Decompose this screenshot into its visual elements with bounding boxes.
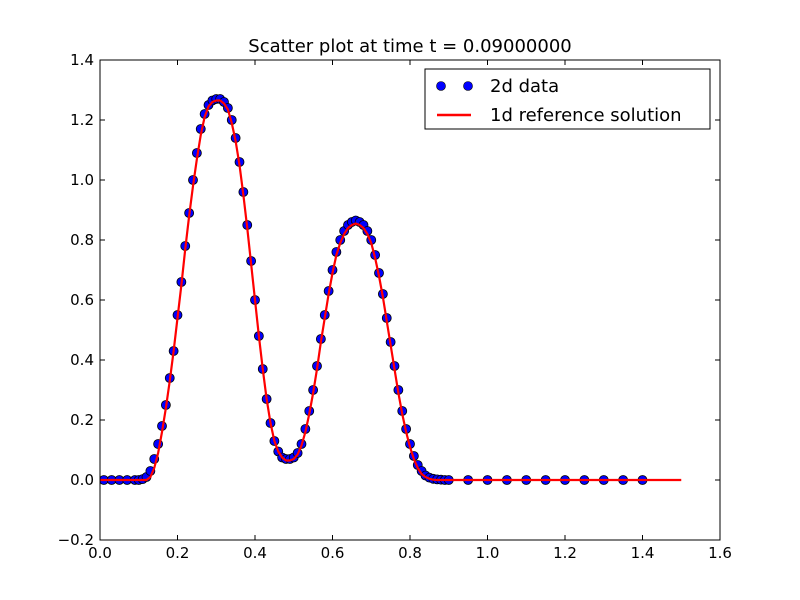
legend: 2d data 1d reference solution (424, 68, 711, 130)
x-tick-label: 1.6 (708, 544, 732, 562)
legend-label-1d-reference: 1d reference solution (490, 105, 682, 126)
plot-area (100, 94, 682, 485)
y-tick-label: −0.2 (58, 531, 94, 549)
x-tick-label: 1.4 (631, 544, 655, 562)
axis-ticks: 0.0 0.2 0.4 0.6 0.8 1.0 1.2 1.4 1.6−0.20.00.20.4… (58, 51, 732, 562)
x-tick-label: 0.8 (398, 544, 422, 562)
legend-label-2d-data: 2d data (490, 76, 559, 97)
y-tick-label: 1.0 (70, 171, 94, 189)
axes-frame (99, 59, 721, 541)
y-tick-label: 0.8 (70, 231, 94, 249)
series-1d-reference-line (100, 99, 682, 482)
y-tick-label: 1.4 (70, 51, 94, 69)
legend-box (424, 68, 711, 130)
legend-marker-2d-data (436, 81, 446, 91)
y-tick-label: 0.4 (70, 351, 94, 369)
x-tick-label: 0.0 (88, 544, 112, 562)
y-tick-label: 0.6 (70, 291, 94, 309)
y-tick-label: 1.2 (70, 111, 94, 129)
legend-marker-2d-data (463, 81, 473, 91)
x-tick-label: 0.2 (166, 544, 190, 562)
x-tick-label: 1.2 (553, 544, 577, 562)
x-tick-label: 1.0 (476, 544, 500, 562)
y-tick-label: 0.0 (70, 471, 94, 489)
x-tick-label: 0.4 (243, 544, 267, 562)
x-tick-label: 0.6 (321, 544, 345, 562)
y-tick-label: 0.2 (70, 411, 94, 429)
chart-title: Scatter plot at time t = 0.09000000 (248, 36, 571, 57)
